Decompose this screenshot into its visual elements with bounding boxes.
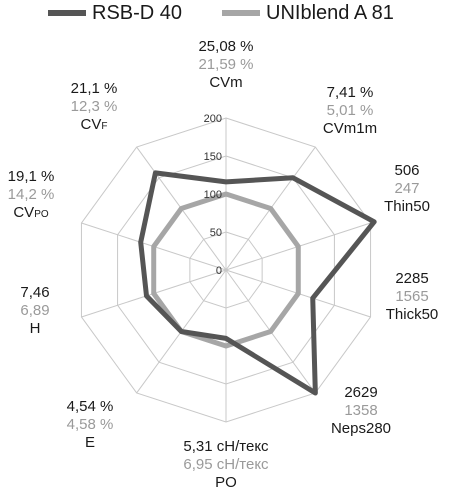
axis-label-e: 4,54 % 4,58 % E — [52, 398, 128, 452]
legend: RSB-D 40 UNIblend A 81 — [0, 0, 452, 26]
cvpo-name: CVPO — [0, 204, 62, 224]
axis-label-h: 7,46 6,89 H — [0, 284, 70, 338]
legend-item-uniblend: UNIblend A 81 — [222, 2, 394, 24]
series-line-uniblend — [151, 191, 301, 349]
po-name: PO — [215, 474, 237, 491]
cvf-name-main: CV — [80, 116, 102, 133]
radar-grid — [80, 117, 372, 423]
tick-label-150: 150 — [204, 151, 222, 163]
series-line-rsb — [138, 170, 377, 396]
cvpo-value-rsb: 19,1 % — [7, 168, 55, 185]
thick50-name: Thick50 — [385, 306, 439, 323]
cvf-name-sub: F — [101, 121, 108, 132]
axis-label-cvm: 25,08 % 21,59 % CVm — [176, 38, 276, 92]
legend-label-rsb: RSB-D 40 — [92, 1, 183, 24]
neps280-name: Neps280 — [330, 420, 392, 437]
tick-label-200: 200 — [204, 113, 222, 125]
axis-label-po: 5,31 сН/текс 6,95 сН/текс PO — [166, 438, 286, 492]
cvm1m-name: CVm1m — [322, 120, 378, 137]
axis-label-cvpo: 19,1 % 14,2 % CVPO — [0, 168, 62, 224]
thick50-value-uniblend: 1565 — [395, 288, 429, 305]
thick50-value-rsb: 2285 — [395, 270, 429, 287]
thin50-value-rsb: 506 — [394, 162, 420, 179]
axis-label-thin50: 506 247 Thin50 — [372, 162, 442, 216]
tick-label-100: 100 — [204, 189, 222, 201]
thin50-name: Thin50 — [384, 198, 430, 215]
cvf-name: CVF — [54, 116, 134, 136]
h-value-uniblend: 6,89 — [20, 302, 50, 319]
axis-label-cvm1m: 7,41 % 5,01 % CVm1m — [300, 84, 400, 138]
h-name: H — [29, 320, 41, 337]
cvm-name: CVm — [209, 74, 243, 91]
cvf-value-rsb: 21,1 % — [70, 80, 118, 97]
radar-series — [138, 170, 377, 396]
legend-swatch-uniblend — [222, 10, 260, 16]
thin50-value-uniblend: 247 — [394, 180, 420, 197]
axis-label-neps280: 2629 1358 Neps280 — [316, 384, 406, 438]
cvm1m-value-rsb: 7,41 % — [326, 84, 374, 101]
h-value-rsb: 7,46 — [20, 284, 50, 301]
cvf-value-uniblend: 12,3 % — [70, 98, 118, 115]
axis-label-cvf: 21,1 % 12,3 % CVF — [54, 80, 134, 136]
cvpo-name-main: CV — [13, 204, 35, 221]
legend-item-rsb: RSB-D 40 — [48, 2, 182, 24]
e-value-rsb: 4,54 % — [66, 398, 114, 415]
po-value-uniblend: 6,95 сН/текс — [183, 456, 269, 473]
cvpo-name-sub: PO — [34, 209, 49, 220]
e-name: E — [84, 434, 95, 451]
legend-swatch-rsb — [48, 10, 86, 16]
tick-label-0: 0 — [216, 265, 222, 277]
po-value-rsb: 5,31 сН/текс — [183, 438, 269, 455]
legend-label-uniblend: UNIblend A 81 — [266, 1, 394, 24]
e-value-uniblend: 4,58 % — [66, 416, 114, 433]
axis-label-thick50: 2285 1565 Thick50 — [372, 270, 452, 324]
cvm-value-uniblend: 21,59 % — [198, 56, 254, 73]
neps280-value-uniblend: 1358 — [344, 402, 378, 419]
tick-label-50: 50 — [210, 227, 222, 239]
radial-tick-labels: 0 50 100 150 200 — [204, 113, 222, 277]
neps280-value-rsb: 2629 — [344, 384, 378, 401]
cvpo-value-uniblend: 14,2 % — [7, 186, 55, 203]
cvm1m-value-uniblend: 5,01 % — [326, 102, 374, 119]
cvm-value-rsb: 25,08 % — [198, 38, 254, 55]
